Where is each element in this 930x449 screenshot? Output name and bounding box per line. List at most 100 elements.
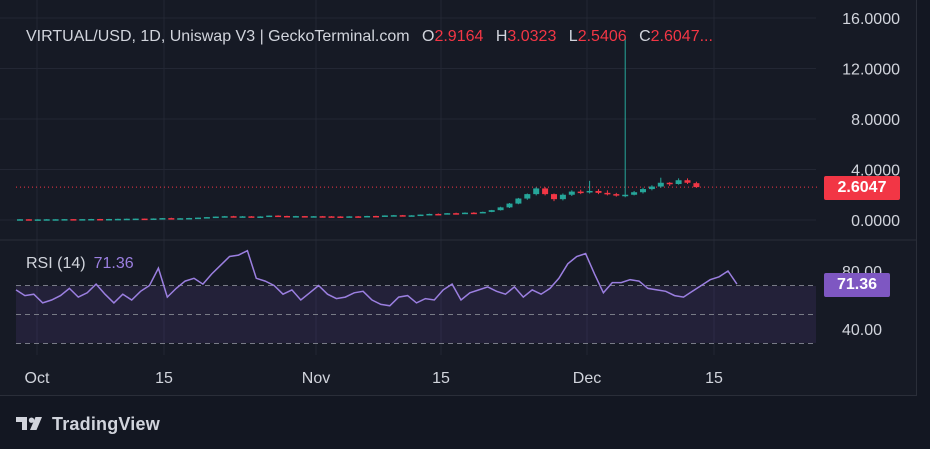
candle-body: [141, 218, 148, 221]
candle-body: [497, 207, 504, 211]
close-key: C: [639, 28, 651, 45]
candle-body: [212, 216, 219, 219]
open-key: O: [422, 28, 435, 45]
candle-body: [381, 215, 388, 217]
candle-body: [666, 182, 673, 185]
candle-body: [284, 215, 290, 218]
candle-body: [551, 194, 557, 200]
candle-body: [604, 192, 611, 195]
candle-body: [34, 219, 41, 221]
candle-body: [257, 216, 264, 218]
candle-body: [337, 216, 344, 218]
low-key: L: [568, 28, 578, 45]
candle-body: [470, 212, 477, 215]
candle-body: [417, 214, 424, 217]
candle-body: [426, 213, 433, 216]
candle-body: [648, 186, 655, 190]
candle-body: [586, 190, 593, 193]
candle-body: [168, 218, 175, 220]
rsi-label: RSI (14): [26, 255, 86, 272]
candle-body: [248, 216, 255, 218]
tradingview-brand[interactable]: TradingView: [16, 412, 160, 436]
chart-grid: [0, 0, 816, 355]
candle-body: [479, 211, 486, 214]
rsi-line: [15, 249, 738, 307]
candle-body: [568, 191, 575, 195]
time-tick-label: Nov: [302, 370, 330, 387]
symbol-title: VIRTUAL/USD, 1D, Uniswap V3 | GeckoTermi…: [26, 28, 410, 45]
candle-body: [542, 188, 549, 195]
candle-body: [203, 217, 210, 219]
candle-body: [230, 216, 237, 218]
candle-body: [17, 219, 23, 221]
candle-body: [239, 216, 246, 218]
candle-body: [159, 218, 166, 220]
open-value: 2.9164: [434, 28, 484, 45]
candle-body: [61, 219, 68, 221]
time-axis: Oct 15 Nov 15 Dec 15: [25, 370, 723, 387]
candle-body: [613, 194, 620, 196]
candle-body: [88, 218, 95, 221]
low-value: 2.5406: [577, 28, 627, 45]
candle-body: [462, 212, 468, 215]
candle-body: [640, 189, 646, 193]
time-tick-label: Oct: [25, 370, 50, 387]
high-value: 3.0323: [507, 28, 557, 45]
candle-body: [346, 216, 353, 218]
rsi-legend: RSI (14) 71.36: [26, 255, 134, 273]
candle-body: [622, 194, 629, 197]
price-tick-label: 0.0000: [851, 213, 900, 230]
candle-body: [399, 215, 406, 217]
price-tick-label: 4.0000: [851, 163, 900, 180]
candle-body: [657, 182, 664, 187]
rsi-value: 71.36: [93, 255, 134, 272]
candle-body: [266, 215, 273, 218]
candle-body: [373, 215, 379, 218]
candle-body: [114, 218, 121, 221]
candle-body: [453, 213, 460, 215]
chart-legend: VIRTUAL/USD, 1D, Uniswap V3 | GeckoTermi…: [26, 28, 713, 46]
candle-body: [435, 213, 442, 216]
candle-body: [186, 217, 193, 220]
candle-body: [310, 216, 317, 218]
candle-body: [390, 215, 397, 217]
candle-body: [97, 218, 104, 221]
time-tick-label: 15: [705, 370, 723, 387]
rsi-level-lines: [16, 285, 816, 344]
time-tick-label: 15: [432, 370, 450, 387]
candle-body: [319, 216, 326, 218]
candle-body: [52, 219, 59, 221]
time-tick-label: 15: [155, 370, 173, 387]
candle-body: [595, 190, 602, 193]
candle-body: [693, 183, 700, 188]
candle-body: [631, 192, 638, 195]
candle-body: [292, 216, 299, 218]
tradingview-wordmark: TradingView: [52, 413, 160, 434]
candle-body: [275, 215, 282, 218]
chart-frame: [0, 0, 917, 396]
candle-body: [43, 219, 50, 221]
candle-body: [195, 217, 201, 220]
candle-body: [150, 218, 157, 220]
candle-body: [488, 210, 495, 212]
candle-body: [444, 213, 451, 215]
candle-body: [132, 218, 139, 221]
candle-body: [559, 194, 566, 200]
candle-body: [533, 188, 540, 195]
candle-body: [675, 180, 682, 185]
candle-body: [684, 180, 691, 183]
price-axis: 16.0000 12.0000 8.0000 4.0000 0.0000: [842, 11, 900, 230]
candle-body: [301, 216, 308, 218]
candle-body: [106, 218, 112, 221]
candle-body: [123, 218, 130, 221]
candles-group: [17, 36, 700, 221]
close-value: 2.6047...: [650, 28, 713, 45]
price-tick-label: 8.0000: [851, 112, 900, 129]
candle-body: [408, 215, 415, 217]
candle-body: [70, 219, 77, 221]
price-tick-label: 16.0000: [842, 11, 900, 28]
rsi-tick-label: 40.00: [842, 322, 882, 339]
rsi-line-group: [15, 249, 738, 307]
candle-body: [177, 218, 184, 220]
